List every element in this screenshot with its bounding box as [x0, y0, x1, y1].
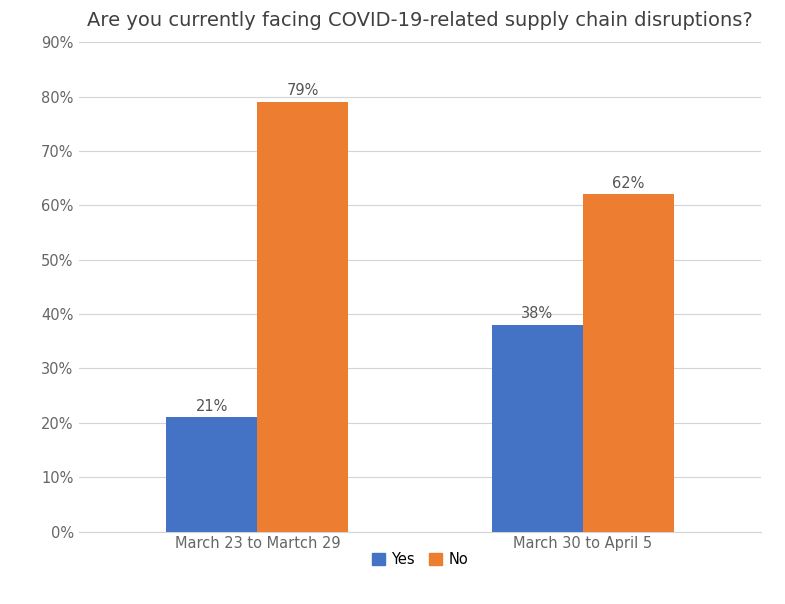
Bar [166, 417, 257, 532]
Legend: Yes, No: Yes, No [367, 547, 473, 573]
Text: 21%: 21% [195, 399, 228, 414]
Title: Are you currently facing COVID-19-related supply chain disruptions?: Are you currently facing COVID-19-relate… [87, 11, 753, 30]
Bar [257, 102, 349, 532]
Bar [491, 325, 582, 532]
Text: 38%: 38% [521, 306, 553, 321]
Text: 79%: 79% [287, 83, 319, 98]
Text: 62%: 62% [612, 176, 644, 191]
Bar [582, 194, 674, 532]
